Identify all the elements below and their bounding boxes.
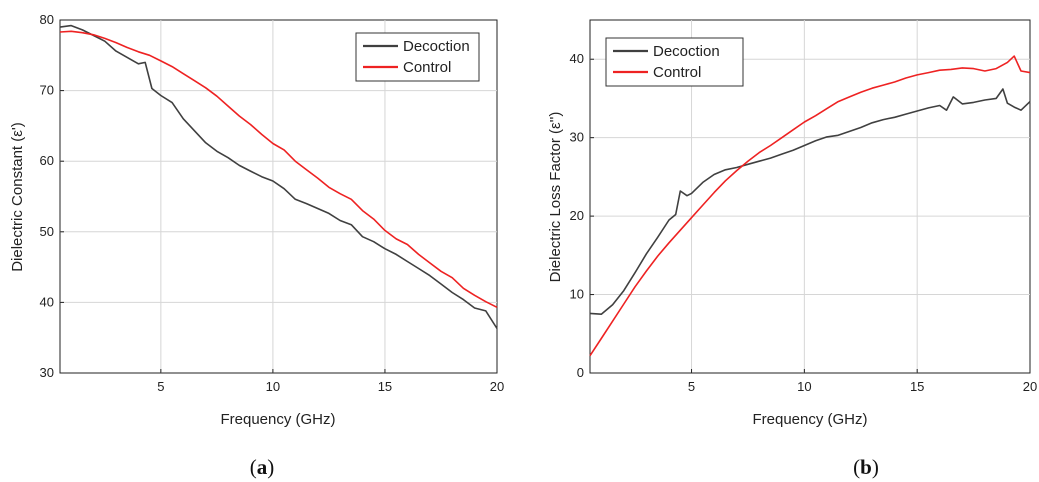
x-tick-label: 20 bbox=[490, 379, 504, 394]
panel-a-legend: Decoction Control bbox=[355, 32, 480, 82]
y-tick-label: 30 bbox=[570, 130, 584, 145]
panel-b-y-axis-label: Dielectric Loss Factor (ε'') bbox=[547, 112, 564, 283]
panel-a-caption: (a) bbox=[250, 455, 275, 479]
x-tick-label: 15 bbox=[910, 379, 924, 394]
panel-b-plot: 5 10 15 20 0 10 20 30 40 Frequency (GHz) Dielect… bbox=[547, 19, 1038, 428]
y-tick-label: 80 bbox=[40, 12, 54, 27]
y-tick-label: 10 bbox=[570, 287, 584, 302]
panel-b-tick-labels: 5 10 15 20 0 10 20 30 40 bbox=[570, 51, 1038, 394]
panel-b-lines bbox=[589, 55, 1031, 357]
y-tick-label: 30 bbox=[40, 365, 54, 380]
panel-b-legend-box bbox=[605, 37, 744, 87]
x-tick-label: 20 bbox=[1023, 379, 1037, 394]
panel-a-lines bbox=[59, 24, 498, 329]
panel-a-x-axis-label: Frequency (GHz) bbox=[220, 411, 335, 428]
x-tick-label: 10 bbox=[266, 379, 280, 394]
x-tick-label: 5 bbox=[157, 379, 164, 394]
panel-a-legend-label-control: Control bbox=[403, 59, 451, 76]
y-tick-label: 20 bbox=[570, 208, 584, 223]
y-tick-label: 0 bbox=[577, 365, 584, 380]
panel-a-legend-label-decoction: Decoction bbox=[403, 38, 470, 55]
panel-a-caption-letter: a bbox=[257, 455, 268, 479]
panel-a-legend-box bbox=[355, 32, 480, 82]
x-tick-label: 5 bbox=[688, 379, 695, 394]
panel-a-plot: 5 10 15 20 30 40 50 60 70 80 Frequency (GHz) Diel… bbox=[9, 12, 504, 428]
panel-b-caption: (b) bbox=[853, 455, 879, 479]
panel-b-legend-label-control: Control bbox=[653, 64, 701, 81]
y-tick-label: 50 bbox=[40, 224, 54, 239]
panel-a-y-axis-label: Dielectric Constant (ε') bbox=[9, 122, 26, 272]
series-line-decoction bbox=[589, 88, 1031, 316]
y-tick-label: 60 bbox=[40, 153, 54, 168]
series-line-control bbox=[59, 30, 498, 309]
panel-b-caption-letter: b bbox=[860, 455, 872, 479]
panel-b-legend: Decoction Control bbox=[605, 37, 744, 87]
series-line-decoction bbox=[59, 24, 498, 329]
y-tick-label: 40 bbox=[40, 294, 54, 309]
panel-a-grid bbox=[60, 20, 497, 373]
x-tick-label: 10 bbox=[797, 379, 811, 394]
y-tick-label: 70 bbox=[40, 83, 54, 98]
x-tick-label: 15 bbox=[378, 379, 392, 394]
series-line-control bbox=[589, 55, 1031, 357]
panel-b-legend-label-decoction: Decoction bbox=[653, 43, 720, 60]
panel-a-tick-labels: 5 10 15 20 30 40 50 60 70 80 bbox=[40, 12, 505, 394]
panel-b-x-axis-label: Frequency (GHz) bbox=[752, 411, 867, 428]
y-tick-label: 40 bbox=[570, 51, 584, 66]
